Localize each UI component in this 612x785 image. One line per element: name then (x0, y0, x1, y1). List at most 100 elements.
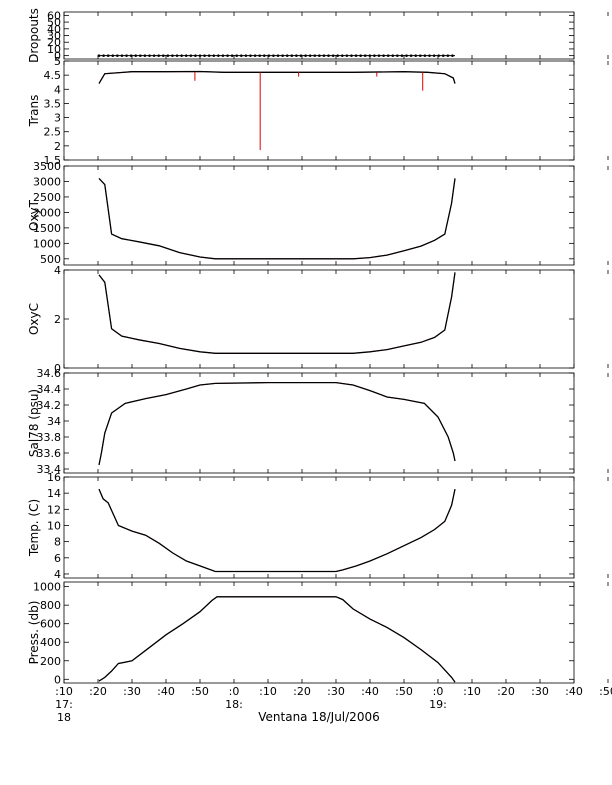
y-tick-label: 14 (47, 487, 61, 500)
y-tick-label: 1500 (33, 222, 61, 235)
panel-3: 500 1000 1500 2000 2500 3000 3500 OxyT (27, 160, 609, 266)
y-axis-title: Sal78 (psu) (27, 389, 41, 457)
x-tick-label: :0 (433, 685, 444, 698)
y-axis-title: OxyT (27, 199, 41, 231)
x-axis-title: Ventana 18/Jul/2006 (258, 710, 379, 724)
y-tick-label: 10 (47, 43, 61, 56)
y-tick-label: 1000 (33, 581, 61, 594)
panel-frame (63, 11, 575, 60)
y-tick-label: 1.5 (44, 154, 62, 167)
panel-6: 4 6 8 10 12 14 16 Temp. (C) (27, 471, 609, 581)
x-tick-label: :20 (293, 685, 311, 698)
series-line (98, 596, 456, 683)
y-tick-label: 12 (47, 503, 61, 516)
panel-4: 0 2 4 OxyC (27, 264, 609, 375)
y-tick-label: 0 (54, 673, 61, 686)
y-tick-label: 16 (47, 471, 61, 484)
y-tick-label: 60 (47, 9, 61, 22)
y-tick-label: 2500 (33, 191, 61, 204)
series-line-red (98, 382, 456, 466)
y-tick-label: 3.5 (44, 97, 62, 110)
series-line (98, 272, 456, 354)
x-tick-label: :10 (259, 685, 277, 698)
panel-frame (63, 372, 575, 474)
y-tick-label: 0 (54, 50, 61, 63)
panel-frame (63, 60, 575, 161)
x-tick-label: :10 (55, 685, 73, 698)
y-tick-label: 6 (54, 552, 61, 565)
y-tick-label: 34.4 (37, 383, 62, 396)
y-tick-label: 40 (47, 23, 61, 36)
y-tick-label: 400 (40, 636, 61, 649)
x-tick-label: :50 (599, 685, 612, 698)
series-line (98, 488, 456, 573)
x-hour-label: 17: (55, 698, 73, 711)
y-tick-label: 4 (54, 83, 61, 96)
y-axis-title: Dropouts (27, 8, 41, 63)
x-hour-label: 19: (429, 698, 447, 711)
x-tick-label: :50 (191, 685, 209, 698)
y-tick-label: 600 (40, 618, 61, 631)
x-tick-label: :20 (89, 685, 107, 698)
y-tick-label: 30 (47, 30, 61, 43)
panel-frame (63, 581, 575, 684)
panel-7: 0 200 400 600 800 1000 Press. (db) (27, 581, 609, 686)
y-tick-label: 1000 (33, 237, 61, 250)
panel-frame (63, 476, 575, 579)
series-line-red (98, 488, 456, 572)
x-day-label: 18 (57, 711, 71, 724)
series-line (98, 70, 456, 84)
y-tick-label: 2 (54, 313, 61, 326)
y-tick-label: 4 (54, 264, 61, 277)
series-line-red (98, 178, 456, 260)
panel-2: 1.522.53 3.544.55 Trans (27, 55, 609, 167)
y-tick-label: 8 (54, 536, 61, 549)
y-tick-label: 10 (47, 519, 61, 532)
x-tick-label: :10 (463, 685, 481, 698)
x-tick-label: :20 (497, 685, 515, 698)
x-hour-label: 18: (225, 698, 243, 711)
y-tick-label: 0 (54, 362, 61, 375)
y-tick-label: 2.5 (44, 126, 62, 139)
y-tick-label: 800 (40, 599, 61, 612)
y-tick-label: 200 (40, 655, 61, 668)
x-tick-label: :50 (395, 685, 413, 698)
y-tick-label: 34.2 (37, 399, 62, 412)
y-tick-label: 3000 (33, 175, 61, 188)
y-axis-title: Temp. (C) (27, 499, 41, 557)
x-tick-label: :0 (229, 685, 240, 698)
x-tick-label: :30 (327, 685, 345, 698)
y-tick-label: 4.5 (44, 69, 62, 82)
series-line-red (98, 596, 456, 683)
y-tick-label: 2000 (33, 206, 61, 219)
series-line (98, 381, 456, 466)
y-tick-label: 2 (54, 140, 61, 153)
panel-5: 33.4 33.6 33.8 34 34.2 34.4 34.6 Sal78 (psu) (27, 367, 609, 476)
y-tick-label: 50 (47, 16, 61, 29)
series-line-red (98, 272, 456, 354)
y-tick-label: 5 (54, 55, 61, 68)
x-tick-label: :40 (565, 685, 583, 698)
y-axis-title: Trans (27, 95, 41, 128)
y-tick-label: 3500 (33, 160, 61, 173)
y-tick-label: 34 (47, 415, 61, 428)
y-tick-label: 3 (54, 112, 61, 125)
y-tick-label: 4 (54, 568, 61, 581)
y-tick-label: 500 (40, 253, 61, 266)
x-tick-label: :40 (157, 685, 175, 698)
y-tick-label: 34.6 (37, 367, 62, 380)
y-tick-label: 33.6 (37, 447, 62, 460)
data-point (97, 54, 101, 57)
x-tick-label: :40 (361, 685, 379, 698)
x-tick-label: :30 (123, 685, 141, 698)
series-line (98, 177, 456, 260)
y-tick-label: 33.4 (37, 463, 62, 476)
y-tick-label: 20 (47, 36, 61, 49)
y-axis-title: Press. (db) (27, 601, 41, 665)
y-tick-label: 33.8 (37, 431, 62, 444)
series-line-red (98, 71, 456, 84)
x-tick-label: :30 (531, 685, 549, 698)
y-axis-title: OxyC (27, 303, 41, 335)
